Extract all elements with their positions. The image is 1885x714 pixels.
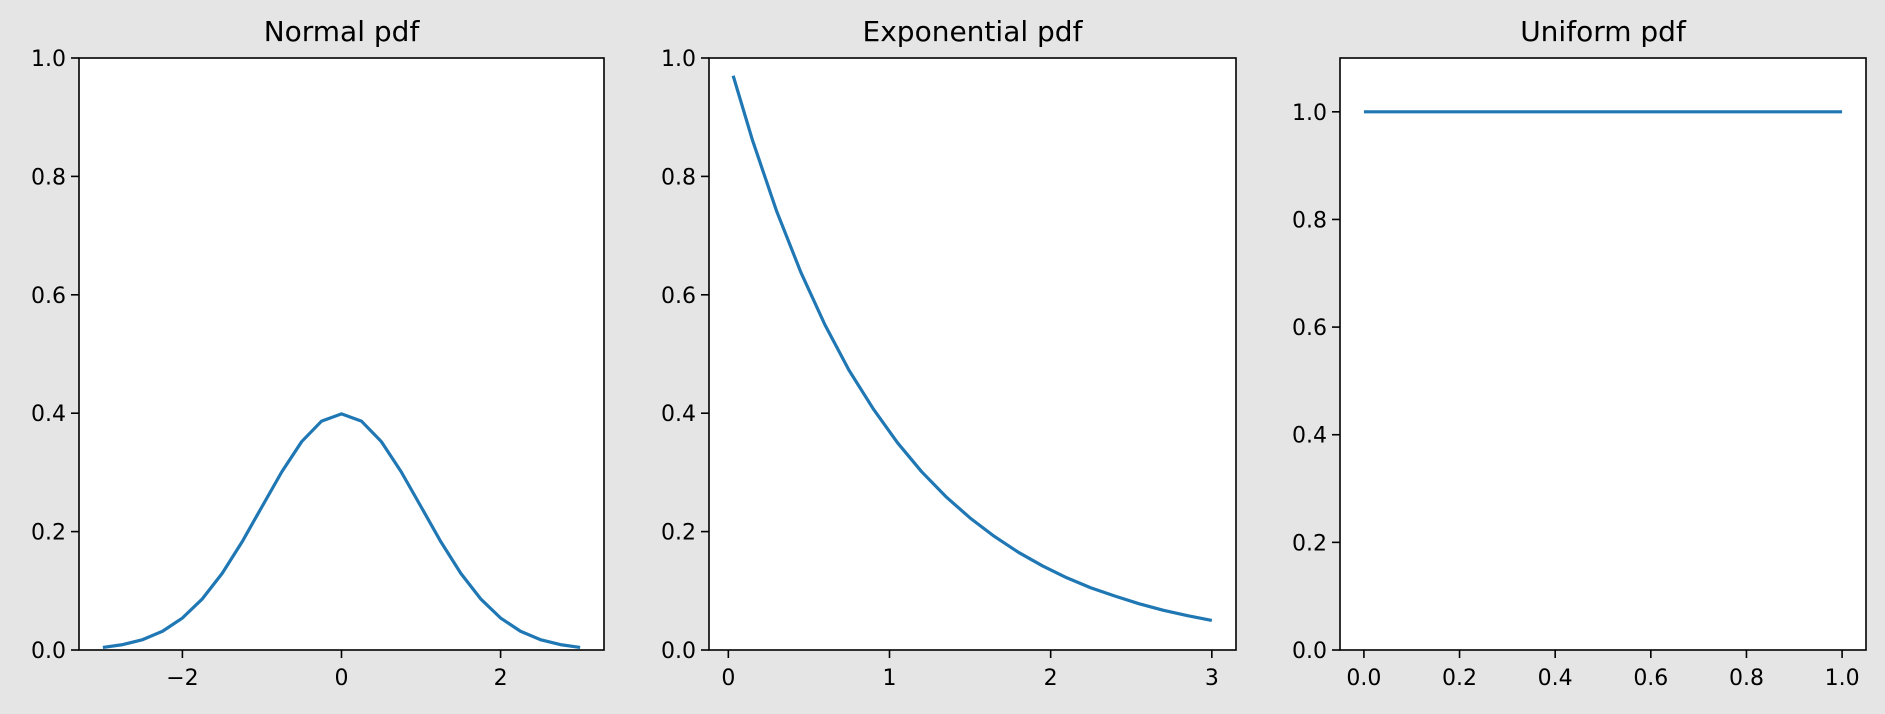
plot-area — [708, 57, 1237, 651]
y-tick-label: 0.0 — [661, 639, 696, 664]
y-tick-label: 0.6 — [661, 284, 696, 309]
x-tick-label: 0.6 — [1633, 666, 1668, 691]
x-tick-label: 0.0 — [1346, 666, 1381, 691]
y-tick-label: 0.4 — [31, 402, 66, 427]
chart-title: Uniform pdf — [1520, 15, 1687, 48]
y-tick-label: 0.6 — [31, 284, 66, 309]
y-tick-label: 0.8 — [661, 165, 696, 190]
series-line — [731, 75, 1213, 622]
y-tick-label: 0.0 — [31, 639, 66, 664]
x-tick-label: 0.2 — [1442, 666, 1477, 691]
subplot-normal: Normal pdf −2 0 2 0.0 0.2 0.4 0.6 0.8 1.0 — [31, 15, 605, 691]
y-tick-label: 0.4 — [1292, 424, 1327, 449]
x-tick-label: 2 — [1044, 666, 1058, 691]
x-tick-label: −2 — [166, 666, 198, 691]
y-tick-label: 1.0 — [661, 47, 696, 72]
subplot-uniform: Uniform pdf 0.0 0.2 0.4 0.6 0.8 1.00.00.20.40… — [1292, 15, 1867, 691]
y-tick-label: 1.0 — [31, 47, 66, 72]
series-group — [102, 412, 581, 649]
plot-area — [78, 57, 605, 651]
y-tick-label: 0.2 — [31, 521, 66, 546]
x-tick-label: 3 — [1205, 666, 1219, 691]
axis-ticks: 0 1 2 3 0.0 0.2 0.4 0.6 0.8 1.0 — [661, 47, 1219, 691]
axis-ticks: 0.0 0.2 0.4 0.6 0.8 1.0 0.0 0.2 0.4 0.6 0.8 1.0 — [1292, 101, 1860, 691]
y-tick-label: 0.8 — [1292, 208, 1327, 233]
series-line — [102, 412, 581, 649]
x-tick-label: 0.4 — [1538, 666, 1573, 691]
axis-ticks: −2 0 2 0.0 0.2 0.4 0.6 0.8 1.0 — [31, 47, 508, 691]
x-tick-label: 2 — [494, 666, 508, 691]
y-tick-label: 0.8 — [31, 165, 66, 190]
y-tick-label: 1.0 — [1292, 101, 1327, 126]
subplot-exponential: Exponential pdf 0 1 2 3 0.0 0.2 0.4 0.6 0.8 1.0 — [661, 15, 1237, 691]
y-tick-label: 0.2 — [1292, 531, 1327, 556]
y-tick-label: 0.0 — [1292, 639, 1327, 664]
chart-title: Exponential pdf — [863, 15, 1084, 48]
plot-area — [1339, 57, 1867, 651]
x-tick-label: 0 — [721, 666, 735, 691]
x-tick-label: 1.0 — [1825, 666, 1860, 691]
y-tick-label: 0.6 — [1292, 316, 1327, 341]
chart-title: Normal pdf — [264, 15, 421, 48]
y-tick-label: 0.4 — [661, 402, 696, 427]
series-group — [731, 75, 1213, 622]
x-tick-label: 1 — [883, 666, 897, 691]
x-tick-label: 0.8 — [1729, 666, 1764, 691]
x-tick-label: 0 — [335, 666, 349, 691]
y-tick-label: 0.2 — [661, 521, 696, 546]
